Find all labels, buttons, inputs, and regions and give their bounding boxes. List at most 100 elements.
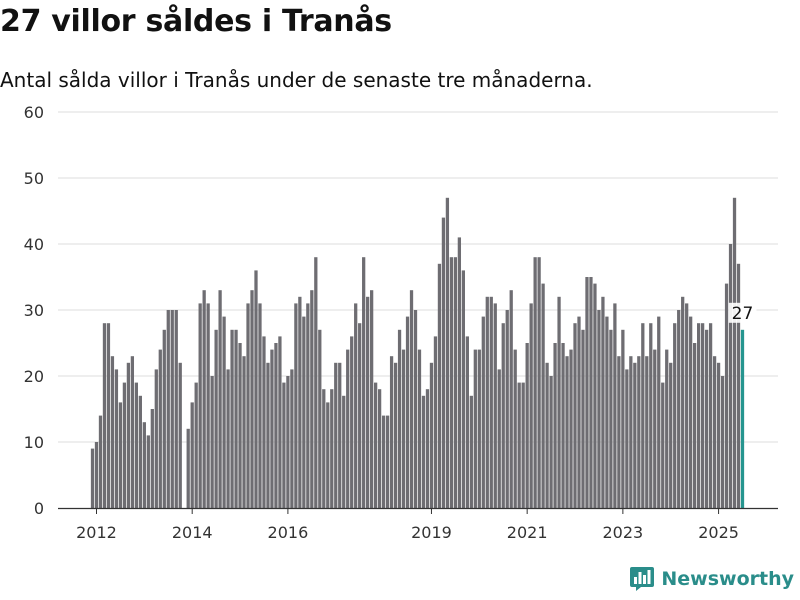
bar <box>589 277 593 508</box>
bar <box>545 362 549 508</box>
bar <box>525 343 529 508</box>
bar <box>573 323 577 508</box>
bar <box>724 283 729 508</box>
bar <box>716 362 721 508</box>
bar <box>445 197 450 509</box>
bar <box>250 290 254 508</box>
bar <box>290 369 294 508</box>
bar <box>669 362 673 508</box>
bar <box>198 303 202 508</box>
bar <box>637 356 641 508</box>
bar <box>677 310 681 508</box>
bar <box>130 356 135 508</box>
bar <box>389 356 394 508</box>
bar <box>421 395 426 508</box>
bar <box>218 290 222 508</box>
bar <box>493 303 497 508</box>
bar <box>433 336 438 508</box>
bar <box>517 382 521 508</box>
bar <box>270 349 274 508</box>
x-tick-label: 2023 <box>603 523 644 542</box>
bar <box>700 323 705 508</box>
bar <box>178 362 182 508</box>
bar <box>110 356 115 508</box>
bar <box>254 270 258 508</box>
bar <box>362 257 366 508</box>
bar <box>230 329 234 508</box>
bar <box>294 303 298 508</box>
bar <box>226 369 230 508</box>
y-tick-label: 50 <box>24 169 44 188</box>
bar <box>649 323 653 508</box>
bar <box>481 316 485 508</box>
bar <box>581 329 585 508</box>
data-label-background <box>728 302 757 323</box>
bar <box>673 323 677 508</box>
bar <box>190 402 194 508</box>
y-tick-label: 30 <box>24 301 44 320</box>
bar <box>170 310 174 508</box>
bar <box>577 316 581 508</box>
bar <box>298 296 302 508</box>
bar <box>473 349 477 508</box>
bar <box>521 382 525 508</box>
bar <box>489 296 493 508</box>
bar <box>605 316 609 508</box>
bar <box>350 336 354 508</box>
chart-subtitle: Antal sålda villor i Tranås under de sen… <box>0 68 593 92</box>
bar <box>377 389 382 508</box>
bar <box>334 362 338 508</box>
y-tick-label: 0 <box>34 499 44 518</box>
bar <box>206 303 210 508</box>
y-tick-label: 60 <box>24 103 44 122</box>
newsworthy-logo[interactable]: Newsworthy <box>629 566 794 592</box>
data-label: 27 <box>732 304 754 324</box>
bar <box>210 376 214 508</box>
bar <box>346 349 350 508</box>
bar <box>90 448 95 508</box>
bar <box>222 316 226 508</box>
x-tick-label: 2014 <box>172 523 213 542</box>
bar <box>266 362 270 508</box>
bar <box>134 382 138 508</box>
bar <box>106 323 111 508</box>
bar <box>661 382 665 508</box>
bar <box>629 356 633 508</box>
bar <box>302 316 306 508</box>
bar <box>310 290 314 508</box>
bar <box>186 428 190 508</box>
bar <box>505 310 509 508</box>
bar <box>314 257 318 508</box>
bar <box>385 415 390 508</box>
bar <box>330 389 334 508</box>
bar <box>158 349 162 508</box>
brand-name: Newsworthy <box>661 568 794 590</box>
x-tick-label: 2016 <box>268 523 309 542</box>
bar <box>342 395 346 508</box>
bar <box>569 349 573 508</box>
bar <box>437 263 442 508</box>
bar <box>453 257 458 508</box>
bar <box>685 303 689 508</box>
bar <box>166 310 170 508</box>
bar <box>126 362 131 508</box>
x-tick-label: 2019 <box>411 523 452 542</box>
bar <box>354 303 358 508</box>
bar <box>712 356 717 508</box>
bar <box>529 303 533 508</box>
bar <box>633 362 637 508</box>
bar <box>585 277 589 508</box>
bar <box>653 349 657 508</box>
y-tick-label: 20 <box>24 367 44 386</box>
bar <box>553 343 557 508</box>
bar <box>704 329 709 508</box>
bar <box>708 323 713 508</box>
bar <box>258 303 262 508</box>
bar <box>118 402 123 508</box>
bar <box>246 303 250 508</box>
bar <box>665 349 669 508</box>
bar <box>146 435 150 508</box>
bar <box>238 343 242 508</box>
chart-title: 27 villor såldes i Tranås <box>0 4 392 39</box>
